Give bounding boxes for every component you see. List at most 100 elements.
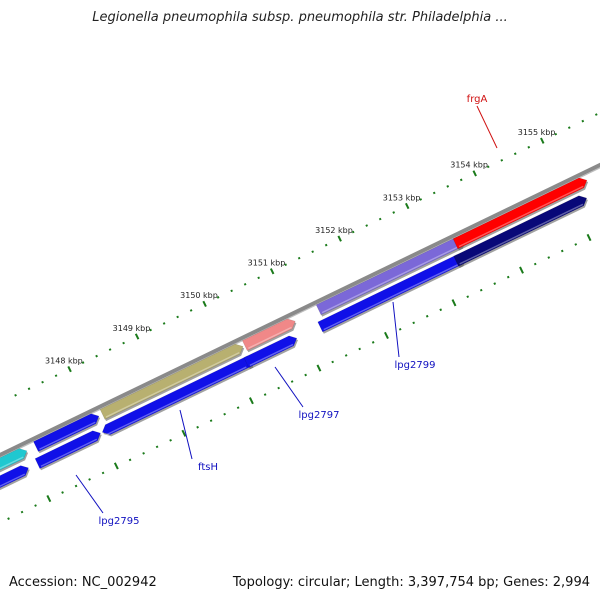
gene-ftsH[interactable] bbox=[99, 343, 244, 420]
minor-tick bbox=[554, 132, 558, 136]
minor-tick bbox=[41, 380, 44, 384]
tick-label: 3155 kbp bbox=[518, 128, 556, 137]
major-tick bbox=[202, 300, 207, 308]
major-tick bbox=[337, 235, 342, 242]
minor-tick bbox=[446, 185, 450, 188]
minor-tick bbox=[284, 263, 288, 267]
minor-tick bbox=[74, 484, 78, 488]
minor-tick bbox=[351, 230, 355, 234]
gene-upper-d[interactable] bbox=[453, 195, 588, 267]
tick-label: 3153 kbp bbox=[383, 193, 421, 202]
minor-tick bbox=[236, 406, 240, 409]
gene-lpg2794-left[interactable] bbox=[0, 465, 29, 491]
major-tick bbox=[540, 137, 545, 144]
minor-tick bbox=[223, 412, 226, 416]
gene-upper-a[interactable] bbox=[101, 355, 253, 435]
gene-label-leader bbox=[392, 301, 400, 358]
minor-tick bbox=[88, 478, 91, 481]
minor-tick bbox=[290, 380, 294, 383]
minor-tick bbox=[34, 504, 37, 507]
gene-lpg2795[interactable] bbox=[33, 413, 100, 452]
minor-tick bbox=[54, 374, 58, 378]
minor-tick bbox=[216, 296, 220, 299]
minor-tick bbox=[27, 387, 31, 391]
major-tick bbox=[113, 462, 119, 470]
major-tick bbox=[46, 495, 52, 503]
major-tick bbox=[405, 202, 410, 210]
minor-tick bbox=[506, 275, 510, 279]
gene-label[interactable]: lpg2795 bbox=[99, 516, 140, 527]
genome-backbone bbox=[0, 162, 600, 458]
minor-tick bbox=[61, 491, 64, 494]
major-tick bbox=[248, 397, 254, 405]
tick-label: 3154 kbp bbox=[450, 161, 488, 170]
gene-label-leader bbox=[476, 105, 498, 149]
major-tick bbox=[519, 266, 524, 274]
minor-tick bbox=[419, 198, 423, 201]
minor-tick bbox=[81, 361, 85, 364]
minor-tick bbox=[371, 341, 375, 344]
minor-tick bbox=[425, 314, 429, 318]
minor-tick bbox=[365, 224, 369, 227]
minor-tick bbox=[176, 315, 179, 319]
gene-upper-b[interactable] bbox=[243, 335, 298, 368]
minor-tick bbox=[169, 438, 172, 442]
minor-tick bbox=[466, 295, 470, 299]
minor-tick bbox=[344, 354, 348, 357]
gene-cyan[interactable] bbox=[0, 448, 28, 476]
tick-label: 3151 kbp bbox=[248, 259, 286, 268]
gene-lpg2797[interactable] bbox=[241, 318, 296, 351]
minor-tick bbox=[142, 452, 145, 455]
major-tick bbox=[586, 233, 592, 242]
minor-tick bbox=[155, 445, 159, 449]
gene-label-leader bbox=[274, 366, 304, 408]
gene-upper-a-highlight bbox=[105, 366, 247, 436]
gene-ftsH-highlight bbox=[105, 352, 240, 418]
minor-tick bbox=[209, 419, 213, 423]
gene-label[interactable]: lpg2799 bbox=[395, 360, 436, 371]
minor-tick bbox=[257, 276, 260, 280]
minor-tick bbox=[149, 328, 152, 332]
minor-tick bbox=[297, 256, 301, 260]
gene-upper-c-highlight bbox=[323, 262, 462, 331]
minor-tick bbox=[412, 321, 416, 325]
major-tick bbox=[134, 333, 140, 340]
major-tick bbox=[181, 429, 187, 437]
gene-label-leader bbox=[179, 409, 193, 460]
minor-tick bbox=[459, 178, 463, 182]
minor-tick bbox=[493, 282, 497, 285]
minor-tick bbox=[513, 152, 517, 156]
minor-tick bbox=[574, 243, 578, 246]
gene-frgA[interactable] bbox=[452, 177, 588, 250]
gene-label[interactable]: frgA bbox=[467, 94, 488, 105]
minor-tick bbox=[527, 145, 531, 149]
tick-label: 3150 kbp bbox=[180, 291, 218, 300]
minor-tick bbox=[486, 165, 490, 169]
minor-tick bbox=[162, 322, 166, 325]
gene-lpg2795-highlight bbox=[39, 421, 96, 450]
gene-cyan-highlight bbox=[0, 456, 24, 470]
minor-tick bbox=[230, 289, 233, 293]
minor-tick bbox=[567, 126, 571, 129]
minor-tick bbox=[392, 211, 396, 214]
gene-lpg2794-left-highlight bbox=[0, 473, 26, 487]
minor-tick bbox=[331, 360, 334, 364]
gene-lpg2794[interactable] bbox=[34, 430, 101, 469]
gene-lpg2794-highlight bbox=[40, 438, 98, 467]
accession-text: Accession: NC_002942 bbox=[9, 575, 157, 590]
minor-tick bbox=[189, 309, 193, 312]
gene-label[interactable]: ftsH bbox=[198, 462, 218, 473]
minor-tick bbox=[378, 217, 382, 221]
minor-tick bbox=[95, 354, 98, 358]
major-tick bbox=[384, 331, 389, 339]
tick-label: 3149 kbp bbox=[113, 324, 151, 333]
minor-tick bbox=[560, 249, 564, 253]
minor-tick bbox=[263, 393, 267, 396]
minor-tick bbox=[439, 308, 443, 312]
minor-tick bbox=[479, 288, 483, 292]
minor-tick bbox=[196, 425, 199, 429]
gene-label[interactable]: lpg2797 bbox=[299, 410, 340, 421]
gene-lpg2797-highlight bbox=[248, 326, 292, 349]
